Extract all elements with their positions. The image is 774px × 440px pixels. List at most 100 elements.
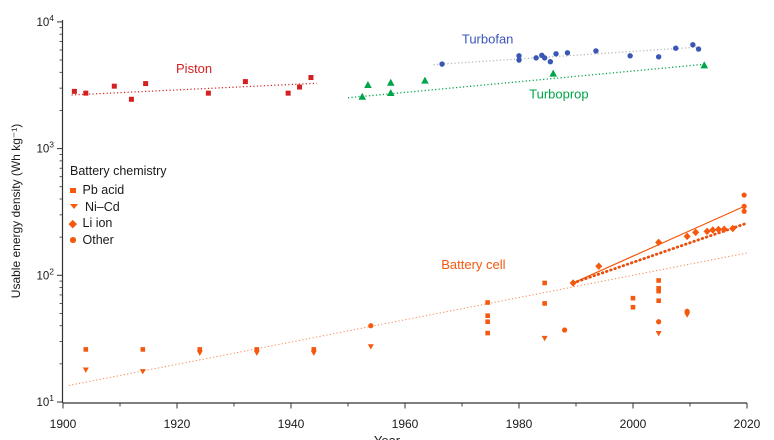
point-other: [656, 319, 662, 325]
point-ni-cd: [655, 330, 662, 337]
point-piston: [83, 90, 89, 96]
label-piston: Piston: [176, 61, 212, 76]
point-ni-cd: [367, 344, 374, 350]
point-ni-cd: [139, 369, 146, 375]
point-piston: [111, 83, 117, 89]
point-li-ion: [729, 224, 737, 233]
point-li-ion: [655, 238, 663, 247]
point-ni-cd: [82, 367, 89, 373]
point-pb-acid: [656, 278, 661, 283]
label-turboprop: Turboprop: [529, 86, 589, 101]
point-pb-acid: [630, 295, 636, 301]
y-axis-label: Usable energy density (Wh kg⁻¹): [9, 123, 23, 299]
point-pb-acid: [311, 347, 317, 352]
point-piston: [128, 96, 134, 102]
trendline-turbofan: [433, 46, 702, 66]
point-turboprop: [700, 61, 709, 69]
point-li-ion: [720, 225, 728, 233]
point-ni-cd: [541, 335, 548, 342]
point-piston: [308, 75, 314, 81]
point-pb-acid: [542, 280, 547, 286]
trendline-turboprop: [347, 63, 708, 99]
legend-title: Battery chemistry: [70, 164, 167, 178]
point-ni-cd: [310, 350, 317, 356]
point-ni-cd: [253, 350, 260, 356]
point-piston: [143, 81, 149, 87]
point-turbofan: [690, 42, 696, 48]
point-other: [684, 308, 690, 314]
pb-acid-square-icon: [70, 187, 76, 193]
label-battery-cell: Battery cell: [441, 257, 505, 272]
point-piston: [285, 90, 291, 96]
legend-item-li-ion: Li ion: [68, 215, 167, 232]
point-turbofan: [593, 48, 599, 54]
point-turbofan: [655, 54, 662, 60]
point-turboprop: [358, 92, 367, 100]
point-turbofan: [516, 57, 522, 63]
point-pb-acid: [485, 319, 490, 325]
point-pb-acid: [140, 347, 146, 352]
point-pb-acid: [542, 301, 547, 306]
point-turboprop: [386, 88, 395, 97]
point-other: [741, 192, 747, 198]
point-turbofan: [516, 53, 522, 59]
li-ion-bold-dotted-trend: [571, 221, 749, 285]
point-li-ion: [714, 225, 723, 234]
point-li-ion: [569, 279, 577, 287]
x-tick-label: 2020: [734, 417, 761, 431]
point-li-ion: [709, 226, 717, 234]
point-pb-acid: [485, 300, 490, 305]
y-tick-label: 101: [36, 393, 54, 409]
point-turboprop: [364, 80, 372, 88]
legend-item-ni-cd: Ni–Cd: [70, 199, 167, 216]
trendline-piston: [71, 82, 317, 96]
point-other: [741, 208, 747, 214]
legend-item-other: Other: [70, 232, 167, 249]
point-other: [741, 203, 747, 209]
point-piston: [297, 84, 303, 90]
x-tick-label: 2000: [620, 417, 647, 431]
y-tick-label: 103: [36, 140, 54, 156]
point-turboprop: [421, 76, 429, 84]
legend-item-pb-acid: Pb acid: [70, 182, 167, 199]
point-turbofan: [547, 59, 554, 65]
point-pb-acid: [197, 347, 203, 352]
point-pb-acid: [254, 347, 260, 352]
point-turbofan: [673, 45, 679, 51]
x-tick-label: 1920: [164, 417, 191, 431]
li-ion-diamond-icon: [68, 219, 77, 228]
point-pb-acid: [485, 313, 490, 318]
point-turbofan: [541, 55, 548, 61]
point-li-ion: [692, 228, 700, 237]
point-pb-acid: [485, 330, 490, 336]
point-turboprop: [386, 78, 395, 86]
point-pb-acid: [656, 288, 661, 294]
point-li-ion: [683, 232, 691, 241]
legend: Battery chemistry Pb acid Ni–Cd Li ion O…: [68, 164, 167, 249]
point-pb-acid: [630, 304, 636, 310]
point-turbofan: [695, 46, 702, 52]
point-piston: [205, 90, 211, 96]
point-turbofan: [533, 55, 539, 61]
point-turbofan: [439, 61, 445, 67]
point-turbofan: [627, 53, 633, 59]
x-axis-label: Year: [352, 433, 422, 440]
point-pb-acid: [656, 285, 661, 291]
point-turboprop: [549, 69, 557, 77]
x-tick-label: 1940: [278, 417, 305, 431]
y-tick-label: 104: [36, 13, 54, 29]
battery-cell-trend: [68, 252, 748, 386]
point-li-ion: [703, 227, 711, 236]
point-other: [368, 323, 374, 329]
x-tick-label: 1960: [392, 417, 419, 431]
point-piston: [71, 88, 77, 94]
ni-cd-triangle-icon: [70, 204, 78, 210]
other-circle-icon: [70, 237, 76, 243]
point-pb-acid: [83, 347, 89, 352]
point-piston: [242, 79, 248, 85]
y-tick-label: 102: [36, 266, 54, 282]
x-tick-label: 1980: [506, 417, 533, 431]
point-turbofan: [564, 50, 571, 56]
